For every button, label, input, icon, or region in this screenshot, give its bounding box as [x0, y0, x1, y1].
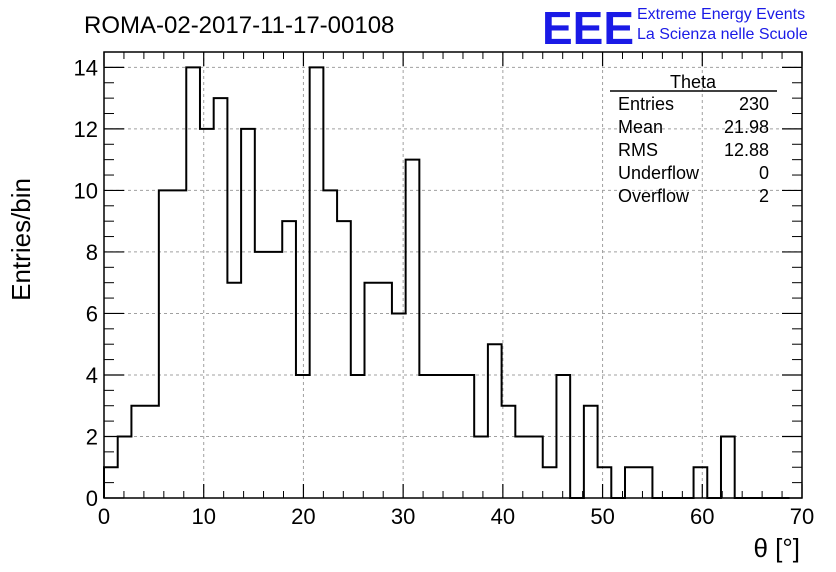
stats-label: Mean [618, 117, 663, 137]
plot-frame [103, 51, 803, 499]
axis-ticks [103, 52, 803, 499]
histogram-outline [103, 66, 790, 499]
y-tick-label: 8 [86, 240, 98, 265]
stats-value: 12.88 [724, 140, 769, 160]
y-tick-label: 10 [74, 178, 98, 203]
x-tick-label: 50 [590, 504, 614, 529]
x-tick-label: 70 [790, 504, 814, 529]
y-tick-label: 4 [86, 363, 98, 388]
stats-label: Entries [618, 94, 674, 114]
grid-lines [104, 52, 802, 498]
x-tick-label: 40 [491, 504, 515, 529]
y-tick-label: 12 [74, 117, 98, 142]
stats-label: RMS [618, 140, 658, 160]
x-axis-label: θ [°] [753, 533, 800, 563]
x-tick-label: 30 [391, 504, 415, 529]
y-tick-label: 6 [86, 301, 98, 326]
x-tick-label: 60 [690, 504, 714, 529]
x-tick-labels: 0 10 20 30 40 50 60 70 [98, 504, 814, 529]
stats-box: Theta Entries 230 Mean 21.98 RMS 12.88 Underfl… [610, 72, 777, 206]
stats-value: 230 [739, 94, 769, 114]
logo: EEE Extreme Energy Events La Scienza nel… [542, 2, 808, 54]
x-tick-label: 10 [191, 504, 215, 529]
y-tick-labels: 0 2 4 6 8 10 12 14 [74, 55, 98, 511]
stats-value: 2 [759, 186, 769, 206]
x-tick-label: 0 [98, 504, 110, 529]
stats-value: 21.98 [724, 117, 769, 137]
logo-mark: EEE [542, 2, 634, 54]
y-tick-label: 2 [86, 424, 98, 449]
stats-label: Underflow [618, 163, 700, 183]
stats-title: Theta [670, 72, 717, 92]
logo-line-2: La Scienza nelle Scuole [637, 26, 808, 43]
stats-rows: Entries 230 Mean 21.98 RMS 12.88 Underflow 0 Ove… [618, 94, 769, 206]
x-tick-label: 20 [291, 504, 315, 529]
stats-value: 0 [759, 163, 769, 183]
y-tick-label: 14 [74, 55, 98, 80]
y-tick-label: 0 [86, 486, 98, 511]
logo-line-1: Extreme Energy Events [637, 6, 805, 23]
stats-label: Overflow [618, 186, 690, 206]
chart-title: ROMA-02-2017-11-17-00108 [84, 12, 394, 39]
y-axis-label: Entries/bin [6, 178, 36, 301]
